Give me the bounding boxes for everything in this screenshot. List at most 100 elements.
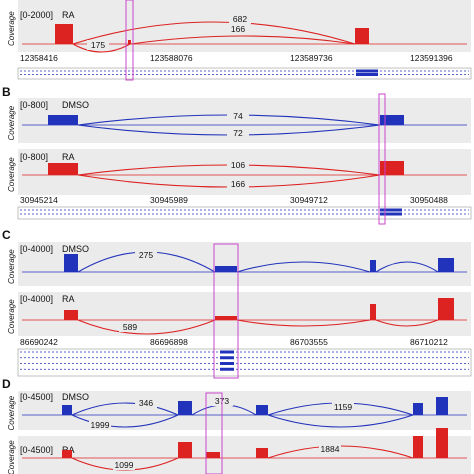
coverage-axis-label: Coverage [7,11,16,46]
exon-block [220,356,234,360]
junction-label-bg [332,402,354,412]
genomic-coordinate-label: 123591396 [410,53,453,63]
exon-coverage-bar [370,260,376,272]
junction-label-bg [227,111,249,121]
junction-count-label: 589 [123,322,137,332]
junction-arc [236,261,371,273]
junction-label-bg [229,14,251,24]
genomic-coordinate-label: 30945214 [20,195,58,205]
coverage-range-label: [0-4500] [20,445,53,455]
coverage-range-label: [0-4000] [20,244,53,254]
genomic-coordinate-label: 123588076 [150,53,193,63]
coverage-axis-label: Coverage [7,157,16,192]
exon-coverage-bar [438,298,454,320]
exon-block [220,367,234,371]
coverage-axis-label: Coverage [7,440,16,474]
exon-coverage-bar [48,163,78,175]
exon-coverage-bar [380,161,404,175]
exon-block [356,73,378,76]
coverage-range-label: [0-4500] [20,392,53,402]
exon-block [220,362,234,365]
exon-coverage-bar [370,304,376,320]
junction-label-bg [227,179,249,189]
exon-coverage-bar [256,405,268,415]
highlight-box [205,392,223,474]
genomic-coordinate-label: 12358416 [20,53,58,63]
exon-coverage-bar [128,40,131,44]
coverage-axis-label: Coverage [7,395,16,430]
junction-label-bg [87,40,109,50]
panel-letter: D [2,377,11,391]
coverage-range-label: [0-800] [20,100,48,110]
condition-label: DMSO [62,244,89,254]
junction-count-label: 166 [231,179,245,189]
junction-count-label: 1099 [115,460,134,470]
exon-coverage-bar [436,428,448,458]
junction-arc [267,414,414,428]
junction-arc [130,35,356,45]
condition-label: RA [62,294,75,304]
condition-label: DMSO [62,392,89,402]
junction-label-bg [89,420,111,430]
coverage-range-label: [0-2000] [20,10,53,20]
junction-count-label: 346 [139,398,153,408]
exon-coverage-bar [178,401,192,415]
junction-label-bg [227,128,249,138]
exon-coverage-bar [380,115,404,125]
highlight-box [213,243,239,379]
junction-count-label: 682 [233,14,247,24]
junction-count-label: 72 [233,128,243,138]
condition-label: DMSO [62,100,89,110]
exon-coverage-bar [48,115,78,125]
exon-coverage-bar [438,258,454,272]
exon-coverage-bar [215,266,237,272]
track-background [18,292,471,336]
genomic-coordinate-label: 86703555 [290,337,328,347]
genomic-coordinate-label: 30945989 [150,195,188,205]
junction-label-bg [135,398,157,408]
exon-coverage-bar [206,452,220,458]
highlight-box [125,0,134,81]
junction-arc [72,43,131,53]
coverage-range-label: [0-800] [20,152,48,162]
junction-label-bg [119,322,141,332]
genomic-coordinate-label: 30949712 [290,195,328,205]
track-background [18,436,471,474]
exon-coverage-bar [215,316,237,320]
condition-label: RA [62,152,75,162]
exon-coverage-bar [62,405,72,415]
junction-arc [236,319,371,327]
genomic-coordinate-label: 86690242 [20,337,58,347]
exon-coverage-bar [413,436,423,458]
panel-letter: C [2,228,11,242]
genomic-coordinate-label: 30950488 [410,195,448,205]
coverage-axis-label: Coverage [7,249,16,284]
junction-count-label: 1999 [91,420,110,430]
junction-count-label: 74 [233,111,243,121]
genomic-coordinate-label: 86710212 [410,337,448,347]
exon-coverage-bar [55,24,73,44]
junction-label-bg [319,444,341,454]
junction-arc [375,261,439,273]
genomic-coordinate-label: 123589736 [290,53,333,63]
junction-count-label: 166 [231,24,245,34]
junction-count-label: 1884 [321,444,340,454]
exon-block [380,212,402,216]
coverage-axis-label: Coverage [7,105,16,140]
highlight-box [378,93,386,225]
exon-coverage-bar [178,442,192,458]
condition-label: RA [62,10,75,20]
junction-count-label: 106 [231,160,245,170]
gene-model-track [17,348,472,377]
exon-coverage-bar [256,448,268,458]
junction-label-bg [113,460,135,470]
exon-coverage-bar [62,450,72,458]
junction-count-label: 275 [139,250,153,260]
panel-letter: B [2,85,11,99]
exon-block [220,350,234,354]
genomic-coordinate-label: 86696898 [150,337,188,347]
exon-coverage-bar [355,28,369,44]
gene-model-track [17,206,472,220]
exon-block [380,208,402,212]
